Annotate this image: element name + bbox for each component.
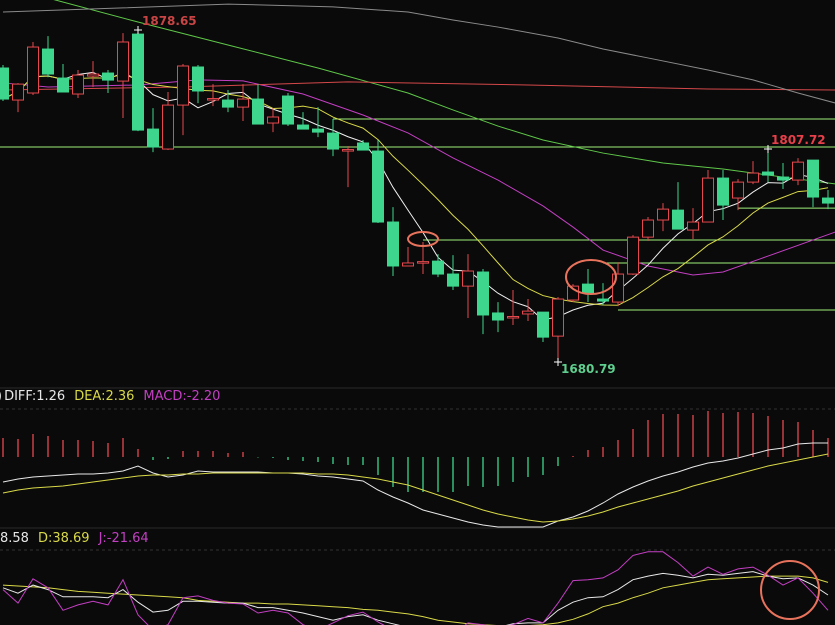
candle-up (342, 149, 354, 152)
candle-down (582, 283, 594, 294)
moving-average-line (2, 3, 835, 104)
candle-down (147, 128, 159, 148)
candle-up (117, 41, 129, 82)
candle-down (477, 271, 489, 316)
candle-up (552, 298, 564, 337)
candle-down (822, 197, 834, 204)
candle-up (417, 261, 429, 264)
candle-down (597, 298, 609, 302)
candle-up (72, 74, 84, 95)
diff-line (2, 442, 828, 528)
d-line (2, 575, 829, 625)
low-price-label: 1680.79 (561, 362, 616, 376)
candle-down (132, 33, 144, 131)
candle-down (387, 221, 399, 267)
candle-up (567, 285, 579, 301)
candle-up (237, 98, 249, 108)
candlesticks (0, 26, 834, 366)
candle-down (0, 67, 9, 100)
moving-average-line (53, 0, 835, 185)
macd-header: )DIFF:1.26 DEA:2.36 MACD:-2.20 (0, 389, 229, 404)
candle-down (222, 99, 234, 108)
candle-up (12, 83, 24, 101)
candle-down (252, 98, 264, 125)
candle-up (402, 262, 414, 267)
candle-up (732, 181, 744, 199)
candle-down (297, 124, 309, 130)
candle-up (207, 98, 219, 101)
candle-down (327, 132, 339, 150)
candle-up (642, 219, 654, 238)
extreme-marker (764, 145, 772, 154)
candle-up (522, 310, 534, 315)
extreme-marker (134, 26, 142, 34)
annotation-circle (407, 231, 439, 247)
candle-down (357, 142, 369, 151)
kdj-panel-plot (2, 551, 829, 625)
annotation-circle (760, 560, 820, 620)
candle-up (27, 46, 39, 94)
candle-down (537, 311, 549, 338)
k-value: 8.58 (0, 531, 29, 546)
dea-value: DEA:2.36 (74, 389, 135, 404)
candle-up (792, 161, 804, 181)
dea-line (2, 453, 829, 523)
candle-down (807, 159, 819, 198)
panel-dividers (0, 387, 835, 551)
candle-up (162, 104, 174, 150)
candle-up (462, 270, 474, 287)
candle-down (372, 150, 384, 223)
candle-down (432, 260, 444, 275)
candle-down (447, 273, 459, 287)
macd-param-tail: ) (0, 389, 2, 404)
candle-up (177, 65, 189, 106)
extreme-marker (554, 357, 562, 366)
high-price-label: 1878.65 (142, 14, 197, 28)
j-line (2, 551, 829, 625)
candle-up (267, 116, 279, 124)
candle-up (87, 73, 99, 77)
candle-down (717, 177, 729, 206)
candle-up (747, 172, 759, 183)
local-high-price-label: 1807.72 (771, 133, 826, 147)
candle-down (672, 209, 684, 230)
kdj-header: 8.58 D:38.69 J:-21.64 (0, 531, 158, 546)
k-line (2, 571, 829, 625)
j-value: J:-21.64 (98, 531, 149, 546)
macd-value: MACD:-2.20 (143, 389, 221, 404)
candle-down (777, 176, 789, 181)
candle-down (42, 48, 54, 75)
candle-up (627, 236, 639, 275)
candle-up (612, 273, 624, 303)
diff-value: DIFF:1.26 (4, 389, 66, 404)
candle-up (657, 208, 669, 221)
candle-up (687, 221, 699, 231)
candle-down (102, 72, 114, 81)
d-value: D:38.69 (37, 531, 90, 546)
candle-down (762, 171, 774, 176)
candle-down (492, 312, 504, 321)
candle-down (192, 66, 204, 92)
moving-average-line (2, 81, 835, 91)
candle-down (312, 128, 324, 133)
candle-up (702, 177, 714, 223)
candle-down (57, 77, 69, 93)
annotation-circles (407, 231, 820, 620)
macd-panel-plot (2, 411, 829, 528)
candle-down (282, 95, 294, 125)
annotation-circle (565, 259, 617, 295)
candle-up (507, 315, 519, 319)
